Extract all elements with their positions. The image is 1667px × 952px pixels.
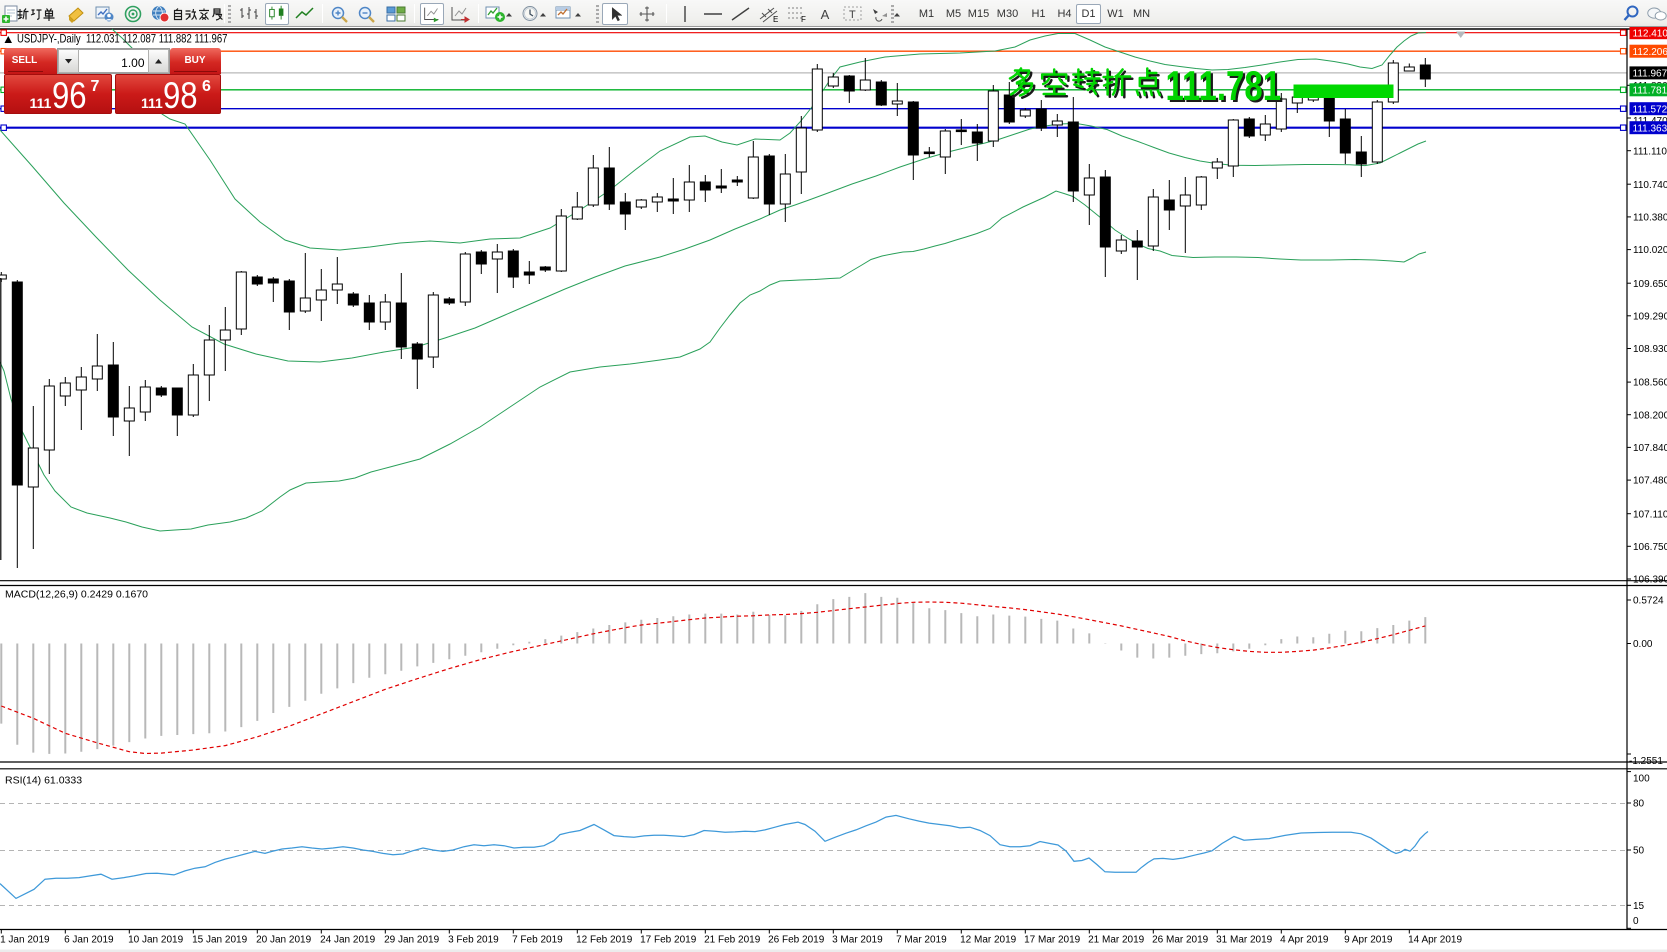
svg-text:17 Mar 2019: 17 Mar 2019 (1024, 935, 1081, 946)
svg-text:3 Mar 2019: 3 Mar 2019 (832, 935, 883, 946)
svg-text:21 Feb 2019: 21 Feb 2019 (704, 935, 761, 946)
svg-text:9 Apr 2019: 9 Apr 2019 (1344, 935, 1393, 946)
svg-text:109.290: 109.290 (1633, 311, 1667, 322)
svg-text:20 Jan 2019: 20 Jan 2019 (256, 935, 311, 946)
svg-text:RSI(14) 61.0333: RSI(14) 61.0333 (5, 775, 82, 787)
svg-text:15: 15 (1633, 901, 1645, 912)
svg-text:111.363: 111.363 (1633, 124, 1667, 135)
svg-text:-1.2551: -1.2551 (1629, 756, 1663, 767)
svg-text:0.00: 0.00 (1633, 639, 1653, 650)
svg-text:0.5724: 0.5724 (1633, 596, 1664, 607)
svg-text:100: 100 (1633, 774, 1650, 785)
svg-text:26 Mar 2019: 26 Mar 2019 (1152, 935, 1209, 946)
svg-text:26 Feb 2019: 26 Feb 2019 (768, 935, 825, 946)
svg-text:7 Mar 2019: 7 Mar 2019 (896, 935, 947, 946)
svg-text:107.840: 107.840 (1633, 443, 1667, 454)
svg-text:112.206: 112.206 (1633, 47, 1667, 58)
svg-text:1 Jan 2019: 1 Jan 2019 (0, 935, 50, 946)
svg-text:15 Jan 2019: 15 Jan 2019 (192, 935, 247, 946)
svg-text:112.410: 112.410 (1633, 29, 1667, 40)
svg-text:29 Jan 2019: 29 Jan 2019 (384, 935, 439, 946)
svg-text:111.781: 111.781 (1166, 62, 1282, 109)
svg-text:107.110: 107.110 (1633, 509, 1667, 520)
svg-text:110.020: 110.020 (1633, 245, 1667, 256)
svg-text:6 Jan 2019: 6 Jan 2019 (64, 935, 114, 946)
svg-text:12 Feb 2019: 12 Feb 2019 (576, 935, 633, 946)
svg-text:31 Mar 2019: 31 Mar 2019 (1216, 935, 1273, 946)
svg-text:MACD(12,26,9) 0.2429 0.1670: MACD(12,26,9) 0.2429 0.1670 (5, 589, 148, 601)
svg-text:E: E (773, 15, 778, 24)
svg-text:110.740: 110.740 (1633, 180, 1667, 191)
svg-text:80: 80 (1633, 799, 1645, 810)
svg-text:T: T (849, 9, 856, 21)
svg-text:50: 50 (1633, 846, 1645, 857)
svg-text:F: F (801, 15, 806, 24)
svg-text:111.110: 111.110 (1633, 146, 1667, 157)
svg-text:107.480: 107.480 (1633, 476, 1667, 487)
svg-text:12 Mar 2019: 12 Mar 2019 (960, 935, 1017, 946)
svg-text:109.650: 109.650 (1633, 279, 1667, 290)
svg-text:111.967: 111.967 (1633, 69, 1667, 80)
svg-text:7 Feb 2019: 7 Feb 2019 (512, 935, 563, 946)
svg-text:14 Apr 2019: 14 Apr 2019 (1408, 935, 1462, 946)
svg-text:21 Mar 2019: 21 Mar 2019 (1088, 935, 1145, 946)
svg-text:10 Jan 2019: 10 Jan 2019 (128, 935, 183, 946)
svg-text:106.750: 106.750 (1633, 542, 1667, 553)
svg-text:108.930: 108.930 (1633, 344, 1667, 355)
svg-text:108.560: 108.560 (1633, 378, 1667, 389)
svg-text:4 Apr 2019: 4 Apr 2019 (1280, 935, 1329, 946)
svg-text:111.572: 111.572 (1633, 105, 1667, 116)
svg-text:110.380: 110.380 (1633, 213, 1667, 224)
svg-text:3 Feb 2019: 3 Feb 2019 (448, 935, 499, 946)
svg-text:111.781: 111.781 (1168, 64, 1284, 111)
svg-text:0: 0 (1633, 916, 1639, 927)
svg-text:USDJPY-,Daily 112.031 112.087: USDJPY-,Daily 112.031 112.087 111.882 11… (17, 33, 228, 46)
svg-text:17 Feb 2019: 17 Feb 2019 (640, 935, 697, 946)
svg-text:111.781: 111.781 (1633, 86, 1667, 97)
svg-text:106.390: 106.390 (1633, 575, 1667, 586)
svg-text:24 Jan 2019: 24 Jan 2019 (320, 935, 375, 946)
svg-text:108.200: 108.200 (1633, 410, 1667, 421)
